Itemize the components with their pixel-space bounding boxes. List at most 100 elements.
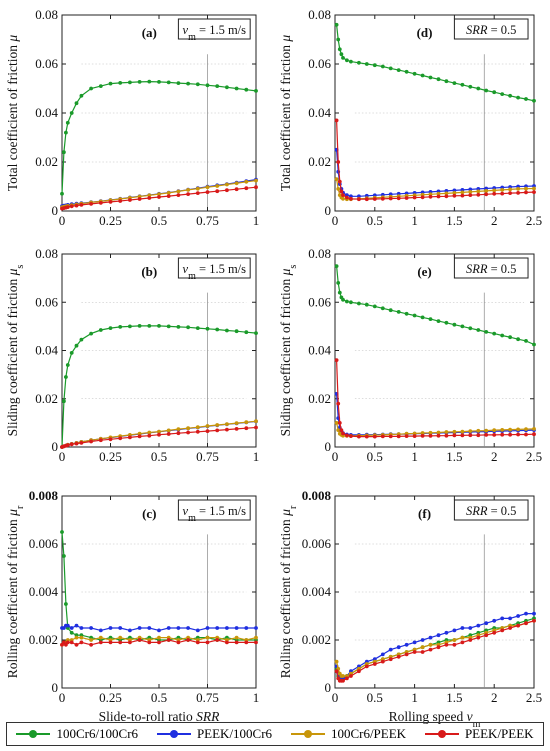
data-point-peek-100cr6 [79, 626, 84, 630]
data-point-peek-peek [234, 640, 239, 645]
x-axis-label: Slide-to-roll ratio SRR [99, 709, 220, 724]
data-point-peek-peek [215, 638, 220, 642]
panel-label: (d) [417, 25, 433, 40]
data-point-peek-peek [98, 640, 103, 645]
data-point-peek-peek [69, 204, 74, 209]
y-tick-label: 0 [52, 203, 59, 218]
data-point-peek-peek [524, 621, 528, 626]
data-point-peek-peek [492, 433, 497, 437]
data-point-100cr6-peek [234, 181, 239, 186]
x-axis-label: Rolling speed vm [389, 709, 481, 730]
series-line-peek-peek [336, 620, 535, 682]
condition-box [453, 257, 529, 279]
data-point-100cr6-100cr6 [195, 82, 200, 87]
data-point-100cr6-peek [336, 428, 341, 432]
x-tick-label: 1.5 [446, 449, 462, 464]
y-axis-label: Total coefficient of friction μ [5, 35, 20, 192]
data-point-100cr6-peek [460, 190, 465, 195]
data-point-100cr6-peek [254, 419, 258, 424]
data-point-100cr6-peek [79, 635, 84, 640]
data-point-100cr6-100cr6 [468, 84, 473, 89]
data-point-peek-peek [388, 196, 393, 201]
y-tick-label: 0.08 [35, 7, 58, 22]
data-point-peek-peek [157, 195, 161, 199]
data-point-peek-peek [74, 642, 79, 647]
chart-panel-c: 0 0.25 0.5 0.75 1 0 0.002 0.004 0.006 0.008Rollin… [5, 488, 259, 724]
data-point-100cr6-100cr6 [364, 62, 369, 66]
data-point-peek-100cr6 [428, 635, 433, 640]
data-point-100cr6-100cr6 [65, 120, 70, 125]
data-point-peek-peek [98, 438, 103, 443]
data-point-peek-peek [345, 433, 349, 438]
data-point-peek-100cr6 [108, 626, 113, 630]
data-point-100cr6-100cr6 [74, 343, 79, 348]
data-point-100cr6-peek [412, 431, 417, 436]
data-point-peek-100cr6 [484, 621, 489, 626]
data-point-peek-peek [244, 640, 249, 645]
data-point-100cr6-peek [500, 188, 505, 192]
data-point-peek-100cr6 [137, 626, 142, 630]
plot-frame [334, 495, 535, 689]
x-tick-label: 1 [411, 213, 418, 228]
data-point-100cr6-100cr6 [60, 530, 64, 534]
data-point-peek-peek [334, 669, 339, 674]
data-point-peek-peek [176, 640, 181, 645]
data-point-peek-100cr6 [205, 626, 210, 630]
legend: 100Cr6/100Cr6 PEEK/100Cr6 100Cr6/PEEK PE… [6, 722, 544, 746]
data-point-100cr6-peek [492, 188, 497, 193]
x-tick-label: 2.5 [526, 690, 542, 705]
x-tick-label: 1 [253, 213, 260, 228]
data-point-peek-peek [205, 640, 210, 645]
y-axis-label: Rolling coefficient of friction μr [5, 505, 26, 678]
data-point-100cr6-100cr6 [357, 301, 361, 306]
data-point-100cr6-peek [244, 179, 249, 184]
data-point-100cr6-100cr6 [244, 330, 249, 335]
data-point-peek-peek [508, 191, 512, 196]
data-point-peek-peek [349, 674, 353, 678]
data-point-100cr6-100cr6 [234, 329, 239, 334]
data-point-peek-peek [336, 401, 341, 406]
data-point-100cr6-100cr6 [404, 311, 409, 316]
data-point-peek-peek [468, 638, 473, 642]
data-point-peek-peek [412, 650, 417, 654]
data-point-peek-100cr6 [436, 633, 441, 638]
y-tick-label: 0.002 [29, 632, 58, 647]
data-point-100cr6-peek [205, 424, 210, 428]
data-point-peek-peek [500, 432, 505, 437]
data-point-100cr6-100cr6 [234, 86, 239, 91]
data-point-peek-peek [205, 190, 210, 195]
data-point-peek-peek [532, 618, 536, 623]
x-tick-label: 0.5 [151, 449, 167, 464]
data-point-100cr6-100cr6 [118, 325, 123, 329]
data-point-100cr6-peek [89, 638, 93, 642]
data-point-peek-100cr6 [460, 626, 465, 630]
data-point-100cr6-100cr6 [345, 58, 349, 63]
data-point-peek-peek [492, 191, 497, 196]
x-tick-label: 0.5 [367, 213, 383, 228]
data-point-100cr6-100cr6 [336, 37, 341, 42]
x-tick-label: 0.5 [151, 690, 167, 705]
data-point-100cr6-100cr6 [349, 300, 353, 305]
data-point-peek-peek [89, 202, 93, 206]
data-point-peek-peek [74, 441, 79, 446]
data-point-100cr6-peek [452, 191, 457, 195]
data-point-100cr6-100cr6 [444, 320, 449, 325]
data-point-peek-peek [195, 640, 200, 645]
data-point-100cr6-peek [444, 191, 449, 196]
data-point-100cr6-100cr6 [420, 315, 425, 320]
y-tick-label: 0.04 [35, 105, 58, 120]
data-point-peek-peek [428, 194, 433, 199]
data-point-peek-100cr6 [186, 626, 191, 630]
data-point-peek-peek [468, 193, 473, 198]
data-point-peek-peek [476, 192, 481, 197]
data-point-100cr6-100cr6 [349, 59, 353, 64]
data-point-peek-peek [516, 432, 520, 437]
x-tick-label: 1.5 [446, 213, 462, 228]
x-tick-label: 1 [253, 690, 260, 705]
data-point-peek-peek [380, 659, 385, 664]
data-point-peek-peek [444, 642, 449, 647]
data-point-peek-100cr6 [404, 642, 409, 647]
data-point-peek-peek [532, 190, 536, 195]
data-point-peek-peek [341, 431, 345, 436]
data-point-peek-100cr6 [500, 616, 505, 621]
